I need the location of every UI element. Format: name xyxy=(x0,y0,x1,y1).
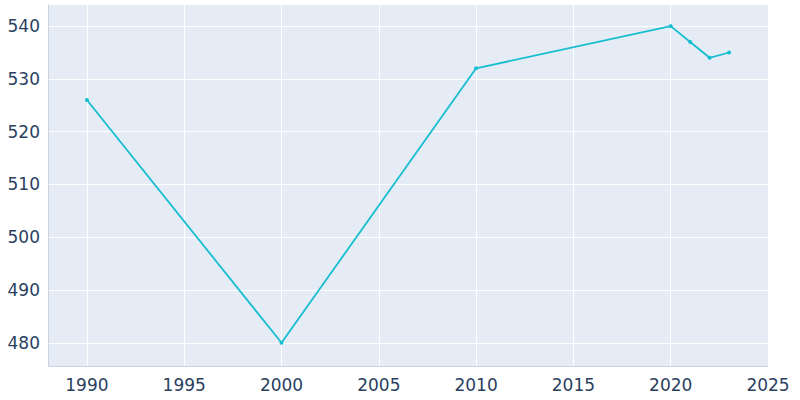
svg-text:2000: 2000 xyxy=(260,375,303,395)
svg-text:2020: 2020 xyxy=(649,375,692,395)
svg-text:480: 480 xyxy=(8,333,40,353)
svg-text:2010: 2010 xyxy=(454,375,497,395)
svg-text:1990: 1990 xyxy=(65,375,108,395)
svg-text:2005: 2005 xyxy=(357,375,400,395)
svg-text:510: 510 xyxy=(8,174,40,194)
svg-text:2015: 2015 xyxy=(552,375,595,395)
svg-text:520: 520 xyxy=(8,122,40,142)
svg-text:1995: 1995 xyxy=(163,375,206,395)
svg-text:490: 490 xyxy=(8,280,40,300)
svg-text:530: 530 xyxy=(8,69,40,89)
svg-text:2025: 2025 xyxy=(746,375,789,395)
svg-text:500: 500 xyxy=(8,227,40,247)
svg-text:540: 540 xyxy=(8,16,40,36)
